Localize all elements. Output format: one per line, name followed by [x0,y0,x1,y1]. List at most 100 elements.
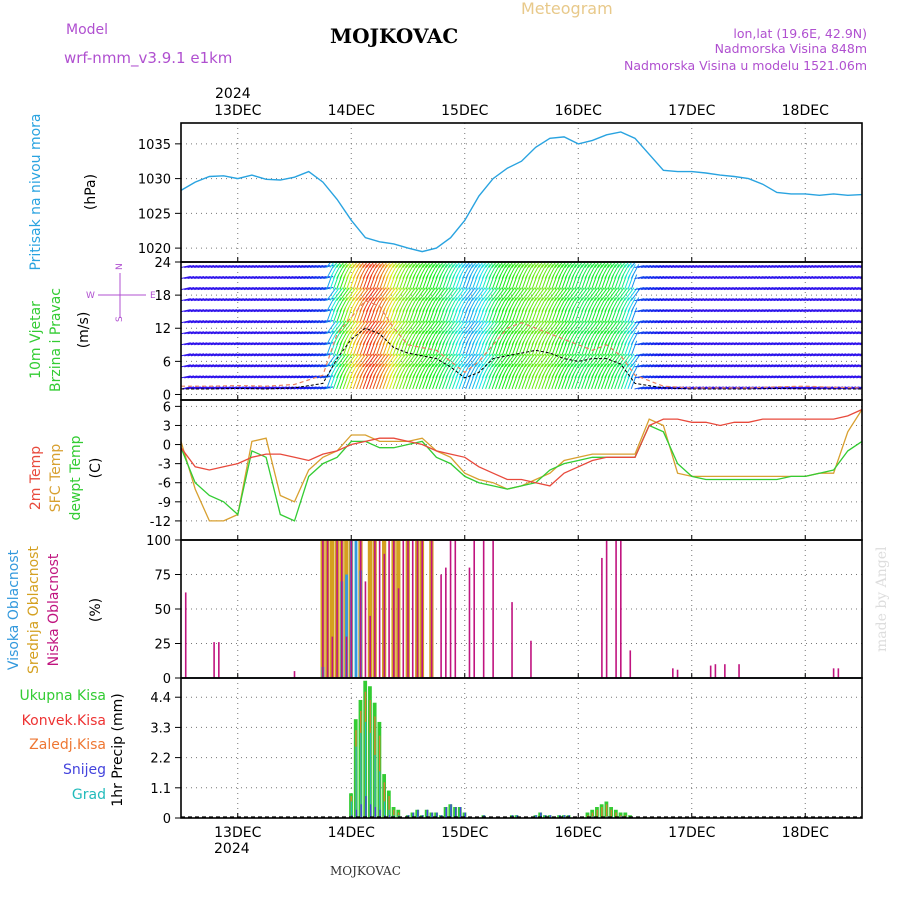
wind-barb [349,287,360,301]
cloud-low-bar [629,650,632,678]
wind-barb [306,298,317,302]
wind-barb [455,287,466,301]
wind-barb [385,353,397,368]
wind-barb [181,320,191,324]
wind-barb [737,320,748,324]
wind-barb [644,353,655,357]
wind-barb [511,297,520,312]
wind-barb [750,298,761,302]
wind-barb [214,353,224,357]
wind-barb [776,364,787,368]
wind-barb [790,375,801,379]
wind-barb [743,353,754,357]
wind-barb [504,363,514,379]
wind-barb [521,320,532,335]
wind-barb [534,287,546,301]
wind-barb [614,353,625,368]
wind-barb [323,287,334,291]
wind-barb [809,264,820,269]
wind-barb [395,262,401,268]
wind-barb [319,309,330,313]
wind-barb [620,363,630,379]
wind-barb [280,375,291,379]
wind-barb [756,320,767,324]
precip-conv-bar [605,804,608,818]
wind-barb [776,298,787,302]
wind-barb [310,298,320,302]
wind-barb [495,363,504,379]
wind-barb [680,375,691,379]
wind-barb [488,262,494,268]
wind-barb [634,353,645,357]
wind-barb [286,342,297,346]
wind-barb [468,262,474,268]
wind-barb [346,297,355,312]
wind-barb [260,275,271,280]
wind-barb [677,320,688,324]
wind-barb [849,309,860,313]
wind-barb [432,262,438,268]
wind-barb [485,287,496,301]
wind-barb [730,364,741,368]
wind-barb [799,287,810,291]
wind-barb [223,287,234,291]
wind-barb [720,364,731,368]
wind-barb [574,264,583,279]
wind-barb [220,298,231,302]
wind-barb [392,363,401,379]
wind-barb [184,320,195,324]
wind-barb [223,275,234,280]
wind-barb [790,320,801,324]
wind-barb [339,353,350,368]
wind-barb [819,331,830,335]
pressure-axis-label: Pritisak na nivou mora [28,113,44,270]
wind-barb [707,298,718,302]
wind-barb [650,287,661,291]
wind-barb [230,331,241,335]
y-tick-label: 75 [154,569,171,584]
wind-barb [624,353,635,368]
precip-snow-bar [365,796,367,818]
wind-barb [521,262,527,268]
wind-barb [819,309,830,313]
x-tick-label-top: 15DEC [441,103,488,119]
wind-barb [624,330,633,346]
wind-barb [293,320,304,324]
wind-barb [684,331,695,335]
wind-barb [660,275,671,280]
wind-barb [836,287,847,291]
wind-barb [534,353,546,368]
precip-snow-bar [369,804,372,818]
wind-barb [362,287,373,301]
wind-barb [833,287,844,291]
wind-barb [528,262,534,268]
wind-barb [647,309,658,313]
y-tick-label: 50 [154,603,171,618]
wind-barb [763,275,774,280]
wind-barb [468,330,477,346]
wind-barb [667,275,678,280]
panels: 13DEC13DEC14DEC14DEC15DEC15DEC16DEC16DEC… [6,103,863,841]
wind-barb [266,364,277,368]
wind-barb [452,262,458,268]
wind-barb [839,275,850,280]
wind-barb [293,342,304,346]
wind-barb [594,297,603,312]
wind-barb [849,342,860,346]
wind-barb [405,297,415,312]
wind-barb [727,298,738,302]
wind-barb [803,353,814,357]
wind-barb [846,264,857,269]
wind-barb [690,342,701,346]
wind-barb [488,353,499,368]
wind-barb [657,275,668,280]
wind-barb [448,353,459,368]
wind-barb [842,353,853,357]
wind-barb [240,375,251,379]
wind-barb [723,264,734,269]
wind-barb [677,353,688,357]
wind-barb [230,287,241,291]
wind-barb [644,364,655,368]
panel-precipitation: 01.12.23.34.4 [150,677,863,827]
wind-barb [293,264,304,269]
